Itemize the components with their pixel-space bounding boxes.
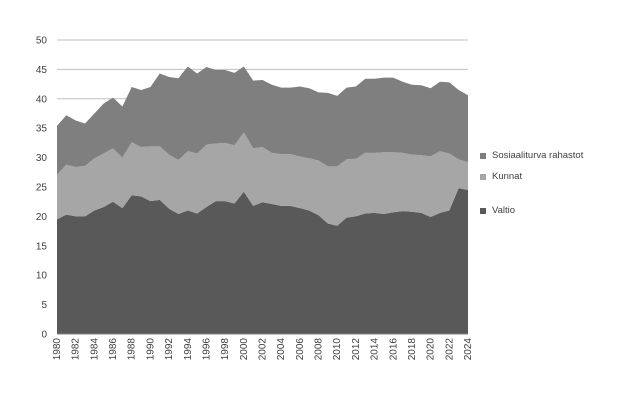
y-tick-label-0: 0 xyxy=(41,330,47,341)
y-tick-label-50: 50 xyxy=(36,36,48,47)
y-tick-label-45: 45 xyxy=(36,65,48,76)
x-tick-label-2018: 2018 xyxy=(407,338,418,361)
x-tick-label-2020: 2020 xyxy=(426,338,437,361)
legend-item-sosiaaliturva: Sosiaaliturva rahastot xyxy=(480,150,610,162)
x-tick-label-2004: 2004 xyxy=(276,338,287,361)
x-tick-label-2016: 2016 xyxy=(388,338,399,361)
y-tick-label-25: 25 xyxy=(36,183,48,194)
x-tick-label-1986: 1986 xyxy=(108,338,119,361)
y-tick-label-40: 40 xyxy=(36,94,48,105)
x-tick-label-1984: 1984 xyxy=(89,338,100,361)
x-tick-label-1980: 1980 xyxy=(52,338,63,361)
y-tick-label-30: 30 xyxy=(36,153,48,164)
chart-legend: Sosiaaliturva rahastot Kunnat Valtio xyxy=(480,150,610,227)
y-tick-label-15: 15 xyxy=(36,241,48,252)
x-tick-label-2000: 2000 xyxy=(239,338,250,361)
y-tick-label-5: 5 xyxy=(41,300,47,311)
legend-label-valtio: Valtio xyxy=(492,205,516,216)
x-tick-label-2008: 2008 xyxy=(314,338,325,361)
x-tick-label-2024: 2024 xyxy=(463,338,474,361)
x-tick-label-2010: 2010 xyxy=(332,338,343,361)
x-tick-label-1994: 1994 xyxy=(183,338,194,361)
legend-swatch-valtio xyxy=(480,208,486,214)
x-tick-label-1990: 1990 xyxy=(145,338,156,361)
x-tick-label-1982: 1982 xyxy=(71,338,82,361)
x-tick-label-1996: 1996 xyxy=(201,338,212,361)
y-tick-label-10: 10 xyxy=(36,271,48,282)
x-tick-label-2022: 2022 xyxy=(444,338,455,361)
x-tick-label-2012: 2012 xyxy=(351,338,362,361)
x-tick-label-2014: 2014 xyxy=(370,338,381,361)
x-tick-label-1998: 1998 xyxy=(220,338,231,361)
x-tick-label-2006: 2006 xyxy=(295,338,306,361)
legend-item-kunnat: Kunnat xyxy=(480,171,610,183)
area-series-sosiaaliturva xyxy=(57,66,468,175)
legend-item-valtio: Valtio xyxy=(480,205,610,217)
legend-swatch-sosiaaliturva xyxy=(480,153,486,159)
y-tick-label-20: 20 xyxy=(36,212,48,223)
legend-label-sosiaaliturva: Sosiaaliturva rahastot xyxy=(492,150,584,161)
area-series-kunnat xyxy=(57,132,468,226)
x-tick-label-1992: 1992 xyxy=(164,338,175,361)
x-tick-label-2002: 2002 xyxy=(258,338,269,361)
legend-swatch-kunnat xyxy=(480,174,486,180)
y-tick-label-35: 35 xyxy=(36,124,48,135)
legend-label-kunnat: Kunnat xyxy=(492,171,523,182)
x-tick-label-1988: 1988 xyxy=(127,338,138,361)
area-series-valtio xyxy=(57,188,468,334)
